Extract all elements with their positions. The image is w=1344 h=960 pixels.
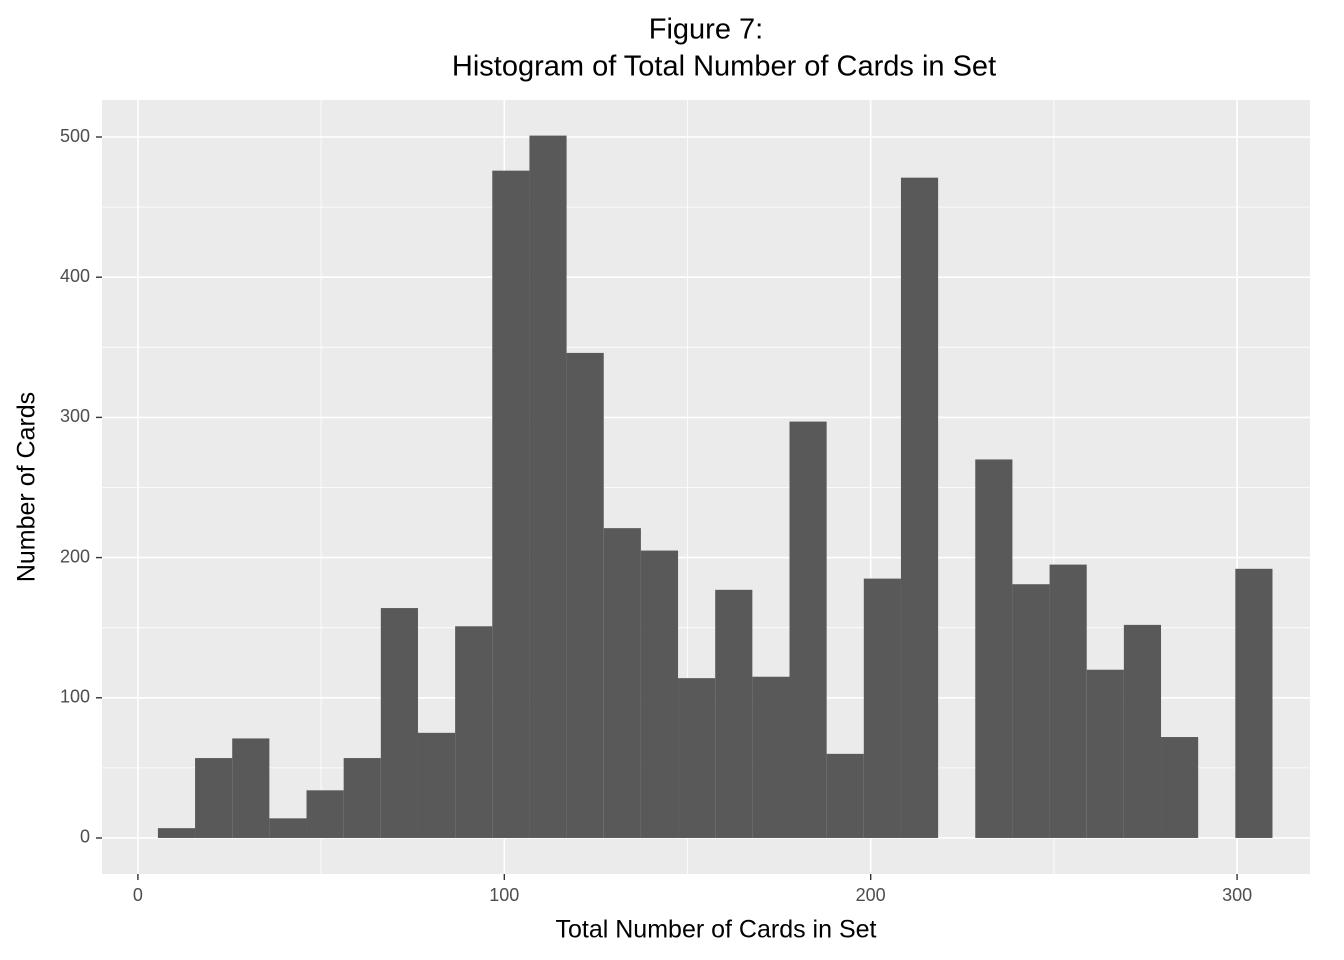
y-tick-label: 100 — [60, 687, 90, 707]
bar — [306, 790, 344, 838]
bar — [678, 678, 716, 838]
bar — [492, 170, 530, 838]
bar — [603, 528, 641, 838]
chart-title: Figure 7: — [649, 14, 763, 46]
x-tick-label: 100 — [489, 885, 519, 905]
bar — [157, 828, 196, 838]
bar — [1049, 564, 1087, 838]
bar — [269, 818, 307, 838]
y-tick-label: 200 — [60, 546, 90, 566]
bar — [529, 135, 567, 838]
x-tick-label: 0 — [133, 885, 143, 905]
y-tick-label: 400 — [60, 266, 90, 286]
y-tick-label: 300 — [60, 406, 90, 426]
bar — [1235, 568, 1273, 838]
x-axis-title: Total Number of Cards in Set — [556, 916, 877, 944]
bar — [900, 177, 939, 838]
bar — [640, 550, 679, 838]
bar — [455, 626, 493, 838]
bar — [195, 758, 233, 838]
bar — [380, 608, 418, 838]
bar — [975, 459, 1013, 838]
y-tick-label: 0 — [80, 827, 90, 847]
bar — [343, 758, 381, 838]
x-tick-label: 200 — [856, 885, 886, 905]
y-axis-title: Number of Cards — [13, 392, 41, 582]
bar — [232, 738, 270, 838]
bar — [752, 676, 790, 838]
bar — [1123, 624, 1162, 838]
bar — [789, 421, 827, 838]
bar — [715, 589, 753, 838]
bar — [863, 578, 901, 838]
bar — [826, 753, 864, 838]
bar — [1086, 669, 1124, 838]
bar — [417, 732, 456, 838]
chart-title: Histogram of Total Number of Cards in Se… — [452, 51, 996, 83]
bar — [1012, 584, 1050, 838]
bar — [1161, 737, 1199, 838]
bar — [566, 352, 604, 838]
y-tick-label: 500 — [60, 126, 90, 146]
x-tick-label: 300 — [1222, 885, 1252, 905]
